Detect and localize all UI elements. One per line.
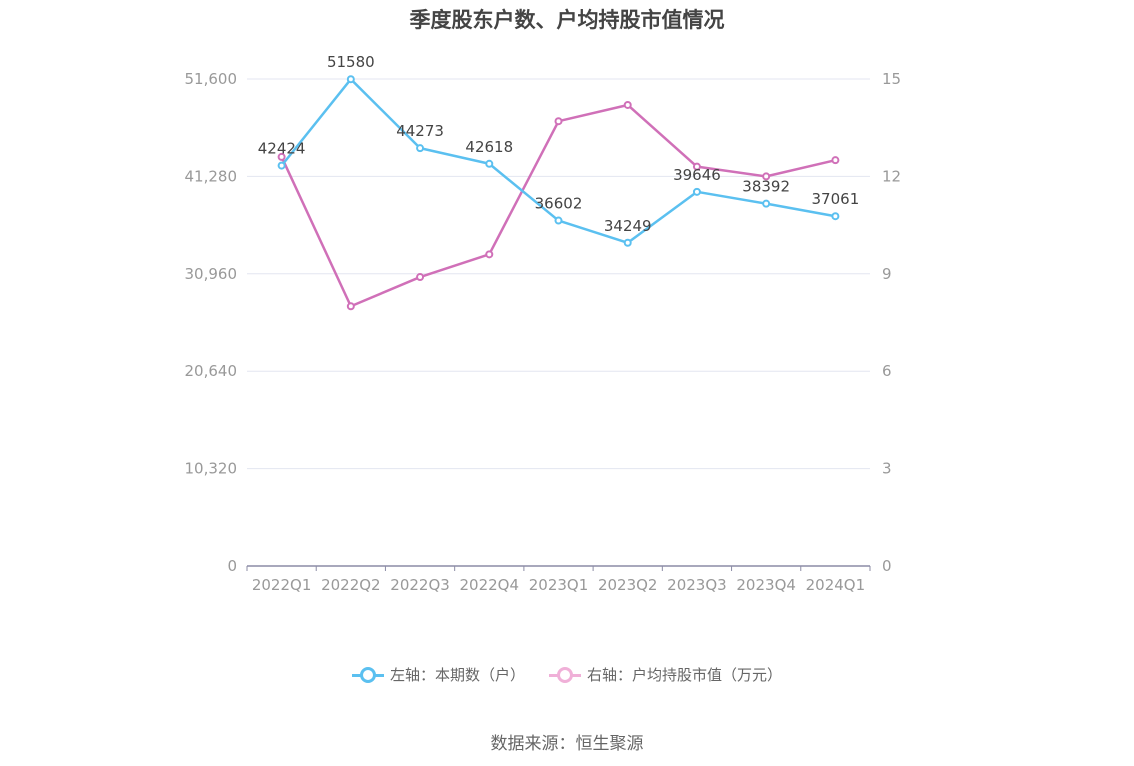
y-left-tick-label: 20,640 [185,362,238,380]
data-point-left [416,144,425,153]
legend: 左轴：本期数（户） 右轴：户均持股市值（万元） [0,664,1134,685]
data-label: 39646 [673,166,721,184]
data-point-left [692,187,701,196]
x-tick-label: 2023Q1 [529,576,589,594]
x-tick-label: 2022Q2 [321,576,381,594]
data-point-right [485,250,494,259]
x-tick-label: 2023Q3 [667,576,727,594]
data-point-right [277,152,286,161]
data-label: 42618 [465,138,513,156]
data-point-left [485,159,494,168]
legend-label-left: 左轴：本期数（户） [389,666,525,684]
y-left-tick-label: 30,960 [185,265,238,283]
data-label: 34249 [604,217,652,235]
y-right-tick-label: 12 [882,167,901,185]
data-point-right [623,100,632,109]
x-tick-label: 2024Q1 [806,576,866,594]
y-right-tick-label: 9 [882,265,892,283]
y-left-tick-label: 10,320 [185,460,238,478]
legend-label-right: 右轴：户均持股市值（万元） [587,666,783,684]
y-right-tick-label: 0 [882,557,892,575]
legend-swatch-right [549,666,581,683]
y-right-tick-label: 6 [882,362,892,380]
data-point-left [762,199,771,208]
y-right-tick-label: 15 [882,70,901,88]
x-tick-label: 2022Q1 [252,576,312,594]
source-note: 数据来源：恒生聚源 [490,734,644,754]
y-left-tick-label: 41,280 [185,167,238,185]
data-point-left [277,161,286,170]
data-point-right [416,273,425,282]
data-point-left [346,75,355,84]
data-point-left [623,238,632,247]
x-tick-label: 2023Q4 [736,576,796,594]
y-left-tick-label: 0 [227,557,237,575]
data-point-right [346,302,355,311]
legend-item-right[interactable]: 右轴：户均持股市值（万元） [549,664,782,685]
data-point-left [831,212,840,221]
data-label: 36602 [535,195,583,213]
legend-item-left[interactable]: 左轴：本期数（户） [351,664,525,685]
data-label: 37061 [812,190,860,208]
data-point-right [762,172,771,181]
chart-title: 季度股东户数、户均持股市值情况 [409,8,725,32]
y-left-tick-label: 51,600 [185,70,238,88]
data-label: 51580 [327,53,375,71]
data-point-right [831,156,840,165]
data-label: 44273 [396,122,444,140]
data-label: 38392 [742,178,790,196]
x-tick-label: 2022Q3 [390,576,450,594]
y-right-tick-label: 3 [882,460,892,478]
x-tick-label: 2023Q2 [598,576,658,594]
data-point-right [554,117,563,126]
legend-swatch-left [351,666,384,683]
data-point-right [692,162,701,171]
data-point-left [554,216,563,225]
x-tick-label: 2022Q4 [460,576,520,594]
data-label: 42424 [258,140,306,158]
